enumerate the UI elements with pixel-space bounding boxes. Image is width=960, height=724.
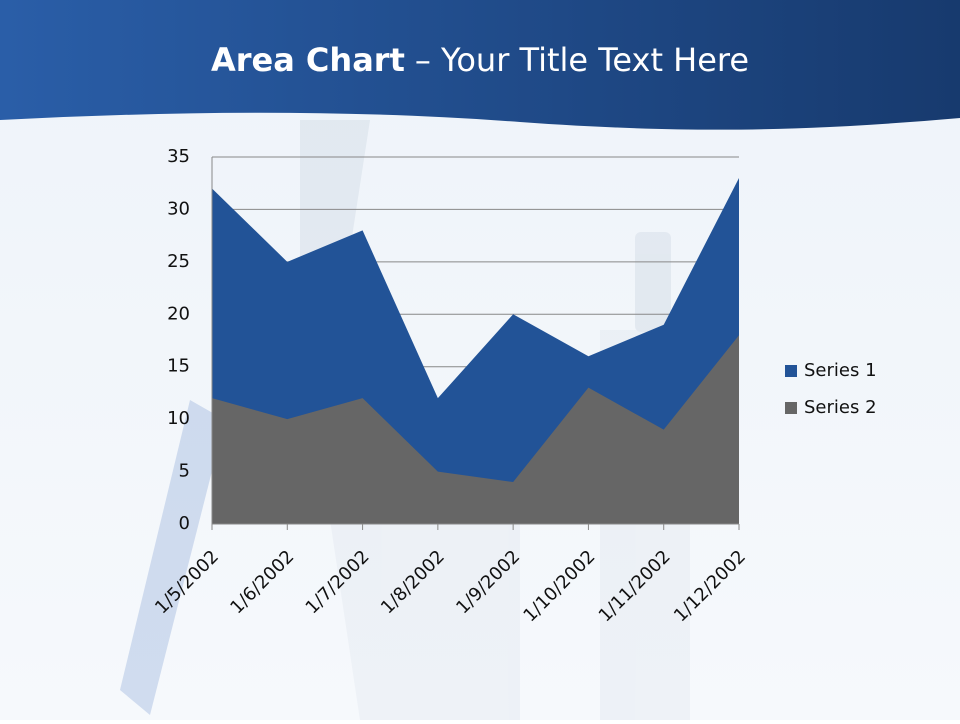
- legend-label: Series 2: [804, 397, 877, 418]
- area: [212, 335, 739, 524]
- y-tick-label: 15: [167, 356, 190, 377]
- legend-swatch: [785, 402, 797, 414]
- y-tick-label: 5: [179, 461, 190, 482]
- slide-title: Area Chart – Your Title Text Here: [211, 41, 749, 79]
- legend-swatch: [785, 365, 797, 377]
- legend-label: Series 1: [804, 360, 877, 381]
- y-tick-label: 10: [167, 408, 190, 429]
- title-rest: – Your Title Text Here: [415, 41, 749, 79]
- title-bold: Area Chart: [211, 41, 405, 79]
- y-tick-label: 35: [167, 146, 190, 167]
- header-band: [0, 0, 960, 130]
- decoration: [120, 120, 690, 720]
- y-tick-label: 25: [167, 251, 190, 272]
- y-tick-label: 20: [167, 303, 190, 324]
- y-tick-label: 30: [167, 198, 190, 219]
- y-tick-label: 0: [179, 513, 190, 534]
